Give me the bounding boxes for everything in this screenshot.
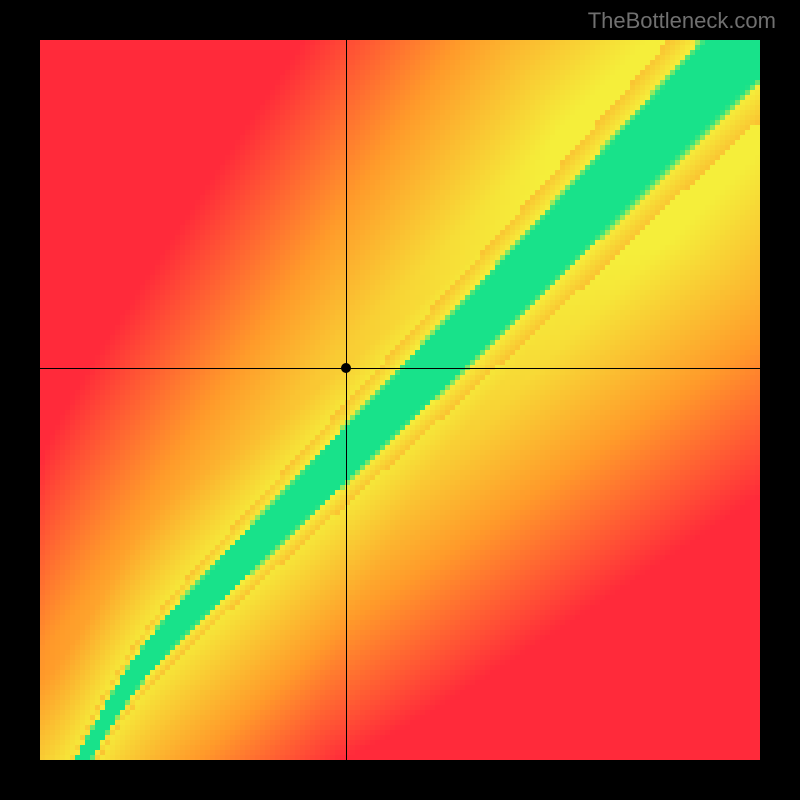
heatmap-canvas	[40, 40, 760, 760]
crosshair-vertical	[346, 40, 347, 760]
watermark-text: TheBottleneck.com	[588, 8, 776, 34]
plot-area	[40, 40, 760, 760]
chart-container: TheBottleneck.com	[0, 0, 800, 800]
marker-point	[341, 363, 351, 373]
crosshair-horizontal	[40, 368, 760, 369]
